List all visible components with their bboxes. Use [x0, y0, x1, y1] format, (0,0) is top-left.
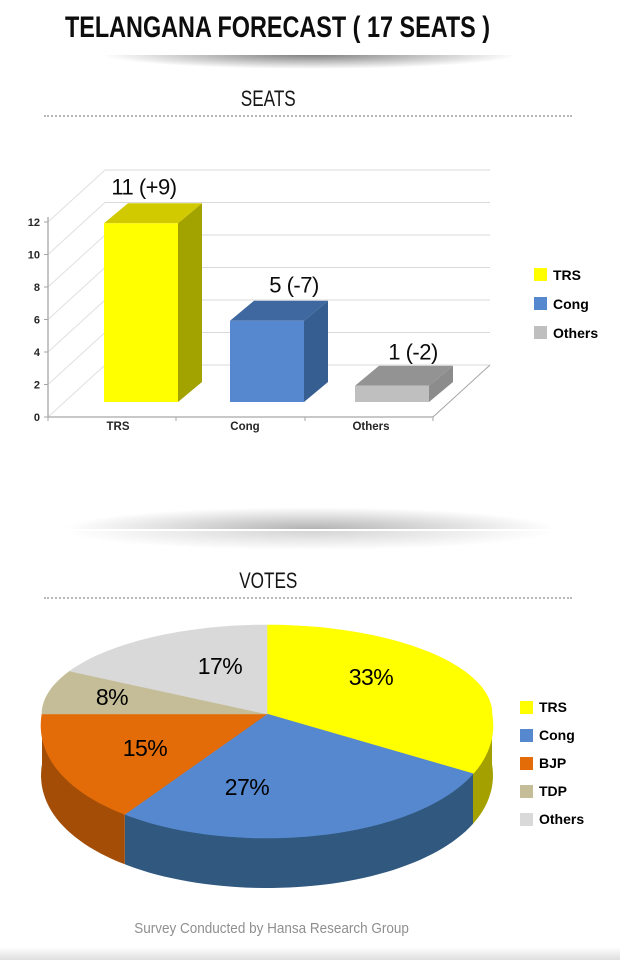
- section-fold-line: [0, 529, 620, 531]
- page-title-text: TELANGANA FORECAST ( 17 SEATS ): [64, 11, 491, 44]
- legend-label: Others: [539, 811, 585, 827]
- bar-top-TRS: [104, 203, 202, 224]
- legend-swatch-BJP: [520, 756, 533, 770]
- legend-item-BJP: BJP: [520, 749, 584, 777]
- legend-swatch-Others: [520, 812, 533, 826]
- pie-slice-TDP: [41, 670, 268, 715]
- pie-skirt-BJP: [41, 714, 125, 865]
- legend-item-TDP: TDP: [520, 777, 584, 805]
- votes-divider: [44, 597, 572, 599]
- bar-side-TRS: [178, 203, 202, 402]
- legend-item-TRS: TRS: [520, 693, 584, 721]
- legend-label: Cong: [539, 727, 575, 743]
- bar-top-Cong: [230, 300, 328, 321]
- bar-front-Cong: [230, 320, 304, 402]
- pie-label-TRS: 33%: [349, 664, 394, 690]
- seats-bar-chart: 0 2 4 6 8 10 12 11 (+9) 5 (-7) 1 (-2) TRS Cong Other…: [28, 169, 491, 433]
- legend-swatch-Cong: [520, 728, 533, 742]
- y-tick-label: 2: [34, 380, 40, 392]
- legend-label: BJP: [539, 755, 567, 771]
- bar-value-label: 1 (-2): [388, 340, 438, 365]
- legend-label: Others: [553, 324, 599, 341]
- votes-section-title: VOTES: [0, 568, 536, 594]
- gridline-depth: [47, 332, 106, 385]
- gridline-depth: [47, 364, 106, 418]
- legend-label: TDP: [539, 783, 567, 799]
- bar-side-Cong: [304, 300, 328, 402]
- legend-item-Cong: Cong: [520, 721, 584, 749]
- bar-side-Others: [429, 365, 453, 402]
- section-fold-shadow-bottom: [0, 531, 620, 559]
- pie-label-TDP: 8%: [96, 684, 128, 710]
- pie-slice-Others: [69, 624, 268, 715]
- legend-swatch-Others: [534, 326, 547, 339]
- gridline-depth: [47, 169, 106, 223]
- pie-slice-TRS: [266, 624, 494, 775]
- seats-title-text: SEATS: [240, 86, 296, 111]
- legend-item-Cong: Cong: [534, 289, 598, 318]
- pie-slice-BJP: [40, 713, 268, 815]
- votes-legend: TRS Cong BJP TDP Others: [520, 693, 584, 833]
- votes-title-text: VOTES: [238, 568, 298, 593]
- pie-label-Cong: 27%: [225, 774, 270, 800]
- pie-label-BJP: 15%: [123, 735, 168, 761]
- footer-credit: Survey Conducted by Hansa Research Group: [0, 920, 544, 937]
- gridline-depth: [47, 234, 106, 288]
- x-category-label: Others: [352, 421, 389, 433]
- legend-item-TRS: TRS: [534, 260, 598, 289]
- y-tick-label: 12: [28, 217, 40, 229]
- votes-pie-chart: 33% 27% 15% 8% 17%: [40, 624, 494, 888]
- page-title: TELANGANA FORECAST ( 17 SEATS ): [5, 11, 541, 45]
- bar-value-label: 5 (-7): [269, 273, 319, 298]
- pie-label-Others: 17%: [198, 653, 243, 679]
- bottom-edge-shadow: [0, 947, 620, 960]
- y-tick-label: 8: [34, 282, 40, 294]
- bar-front-Others: [355, 385, 429, 402]
- seats-section-title: SEATS: [0, 86, 536, 112]
- seats-legend: TRS Cong Others: [534, 260, 598, 347]
- legend-item-Others: Others: [520, 805, 584, 833]
- legend-label: TRS: [539, 699, 567, 715]
- legend-swatch-TRS: [520, 700, 533, 714]
- pie-slice-Cong: [124, 713, 474, 839]
- seats-divider: [44, 115, 572, 117]
- header: TELANGANA FORECAST ( 17 SEATS ): [5, 0, 615, 55]
- pie-skirt-TRS: [473, 714, 493, 824]
- gridline-depth: [47, 202, 106, 255]
- legend-swatch-Cong: [534, 297, 547, 310]
- y-tick-label: 0: [34, 412, 40, 424]
- gridline-depth: [47, 267, 106, 320]
- x-category-label: TRS: [107, 421, 130, 433]
- section-fold-shadow-top: [0, 497, 620, 529]
- bar-front-TRS: [104, 223, 178, 402]
- floor-right-edge: [432, 364, 491, 418]
- gridline-depth: [47, 299, 106, 353]
- y-tick-label: 4: [34, 347, 41, 359]
- bar-top-Others: [355, 365, 453, 386]
- y-tick-label: 10: [28, 250, 40, 262]
- legend-swatch-TDP: [520, 784, 533, 798]
- legend-label: Cong: [553, 295, 589, 312]
- pie-skirt-Cong: [124, 773, 474, 888]
- footer-credit-text: Survey Conducted by Hansa Research Group: [134, 920, 410, 937]
- bar-plot-area: 0 2 4 6 8 10 12 11 (+9) 5 (-7) 1 (-2) TRS Cong Other…: [28, 169, 491, 433]
- bar-value-label: 11 (+9): [111, 175, 176, 200]
- y-tick-label: 6: [34, 315, 40, 327]
- legend-swatch-TRS: [534, 268, 547, 281]
- legend-label: TRS: [553, 266, 581, 283]
- legend-item-Others: Others: [534, 318, 598, 347]
- x-category-label: Cong: [230, 421, 259, 433]
